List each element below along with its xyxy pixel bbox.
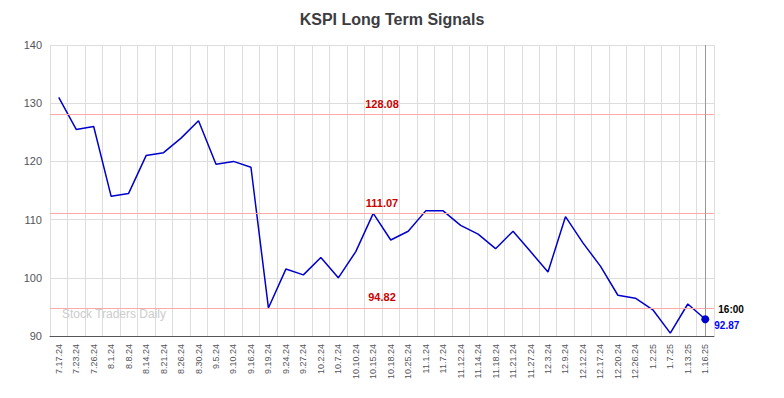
svg-text:8.8.24: 8.8.24 [124,344,134,369]
svg-text:7.26.24: 7.26.24 [89,344,99,374]
svg-text:11.14.24: 11.14.24 [473,344,483,378]
svg-text:7.23.24: 7.23.24 [71,344,81,374]
svg-text:11.1.24: 11.1.24 [421,344,431,373]
svg-text:12.20.24: 12.20.24 [613,344,623,379]
svg-text:1.13.25: 1.13.25 [683,344,693,374]
svg-text:12.3.24: 12.3.24 [543,344,553,374]
svg-text:9.5.24: 9.5.24 [211,344,221,369]
svg-text:9.19.24: 9.19.24 [263,344,273,374]
svg-text:90: 90 [30,330,42,342]
svg-text:10.18.24: 10.18.24 [386,344,396,379]
svg-text:9.16.24: 9.16.24 [246,344,256,374]
svg-text:16:00: 16:00 [718,304,744,315]
svg-text:11.21.24: 11.21.24 [508,344,518,378]
svg-text:11.7.24: 11.7.24 [438,344,448,373]
svg-text:8.1.24: 8.1.24 [106,344,116,369]
svg-text:9.24.24: 9.24.24 [281,344,291,374]
svg-text:10.10.24: 10.10.24 [351,344,361,379]
svg-text:8.14.24: 8.14.24 [141,344,151,374]
svg-text:12.9.24: 12.9.24 [560,344,570,374]
svg-text:10.7.24: 10.7.24 [333,344,343,374]
svg-text:92.87: 92.87 [714,320,739,331]
svg-text:8.21.24: 8.21.24 [159,344,169,374]
svg-text:1.7.25: 1.7.25 [665,344,675,369]
svg-text:11.27.24: 11.27.24 [526,344,536,378]
svg-text:111.07: 111.07 [366,197,398,209]
svg-text:11.12.24: 11.12.24 [456,344,466,378]
svg-text:12.12.24: 12.12.24 [578,344,588,379]
svg-text:110: 110 [24,214,42,226]
svg-text:9.27.24: 9.27.24 [298,344,308,374]
svg-text:7.17.24: 7.17.24 [54,344,64,374]
svg-text:140: 140 [24,39,42,51]
svg-text:KSPI Long Term Signals: KSPI Long Term Signals [300,11,485,28]
svg-text:12.17.24: 12.17.24 [595,344,605,379]
svg-text:9.10.24: 9.10.24 [228,344,238,374]
svg-text:1.2.25: 1.2.25 [648,344,658,369]
svg-text:10.15.24: 10.15.24 [368,344,378,379]
svg-text:10.25.24: 10.25.24 [403,344,413,379]
svg-text:120: 120 [24,155,42,167]
svg-text:Stock Traders Daily: Stock Traders Daily [62,307,166,321]
svg-text:8.30.24: 8.30.24 [194,344,204,374]
svg-text:10.2.24: 10.2.24 [316,344,326,374]
svg-text:130: 130 [24,97,42,109]
svg-text:12.26.24: 12.26.24 [630,344,640,379]
svg-text:1.16.25: 1.16.25 [700,344,710,374]
svg-text:8.26.24: 8.26.24 [176,344,186,374]
svg-text:11.18.24: 11.18.24 [491,344,501,378]
svg-text:128.08: 128.08 [365,98,399,110]
svg-text:94.82: 94.82 [368,291,396,303]
svg-text:100: 100 [24,272,42,284]
